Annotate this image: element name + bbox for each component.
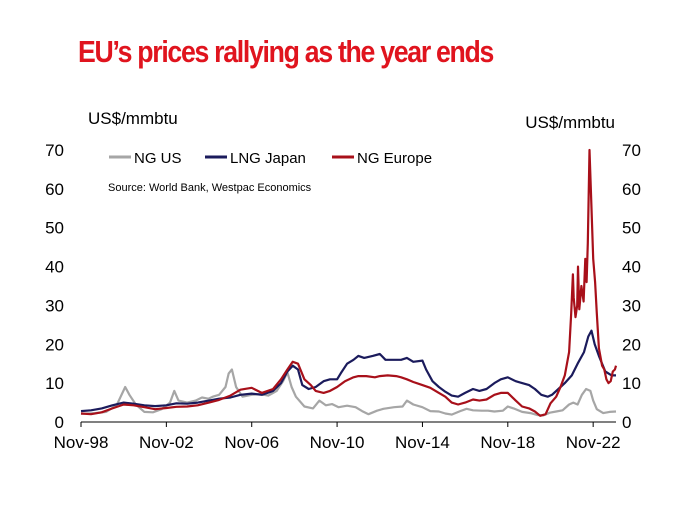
- y-tick-label-right: 20: [622, 335, 641, 354]
- y-tick-label-right: 30: [622, 296, 641, 315]
- chart-title: EU’s prices rallying as the year ends: [78, 34, 494, 69]
- y-axis-label-left: US$/mmbtu: [88, 109, 178, 128]
- legend-label: NG US: [134, 150, 182, 167]
- y-tick-label-left: 20: [45, 335, 64, 354]
- y-ticks-right: 0 10 20 30 40 50 60 70: [622, 141, 641, 432]
- series-lines: [80, 148, 618, 417]
- y-ticks-left: 0 10 20 30 40 50 60 70: [45, 141, 64, 432]
- y-tick-label-left: 30: [45, 296, 64, 315]
- y-tick-label-left: 40: [45, 258, 64, 277]
- y-tick-label-left: 0: [55, 413, 64, 432]
- x-ticks: Nov-98 Nov-02 Nov-06 Nov-10 Nov-14 Nov-18 Nov-…: [54, 422, 621, 452]
- x-tick-label: Nov-10: [310, 433, 365, 452]
- y-tick-label-left: 10: [45, 374, 64, 393]
- series-line-lng-japan: [80, 329, 616, 413]
- x-tick-label: Nov-02: [139, 433, 194, 452]
- y-tick-label-right: 50: [622, 219, 641, 238]
- y-tick-label-right: 60: [622, 180, 641, 199]
- legend: NG US LNG Japan NG Europe: [109, 150, 432, 167]
- legend-label: NG Europe: [357, 150, 432, 167]
- x-tick-label: Nov-06: [224, 433, 279, 452]
- y-tick-label-right: 40: [622, 258, 641, 277]
- series-line-ng-europe: [80, 148, 618, 417]
- x-tick-label: Nov-98: [54, 433, 109, 452]
- source-note: Source: World Bank, Westpac Economics: [108, 182, 312, 194]
- legend-label: LNG Japan: [230, 150, 306, 167]
- x-tick-label: Nov-18: [480, 433, 535, 452]
- y-tick-label-left: 60: [45, 180, 64, 199]
- y-tick-label-left: 50: [45, 219, 64, 238]
- series-line-ng-us: [80, 368, 617, 417]
- y-tick-label-right: 10: [622, 374, 641, 393]
- x-tick-label: Nov-14: [395, 433, 450, 452]
- x-tick-label: Nov-22: [566, 433, 621, 452]
- y-axis-label-right: US$/mmbtu: [525, 113, 615, 132]
- y-tick-label-right: 70: [622, 141, 641, 160]
- y-tick-label-left: 70: [45, 141, 64, 160]
- y-tick-label-right: 0: [622, 413, 631, 432]
